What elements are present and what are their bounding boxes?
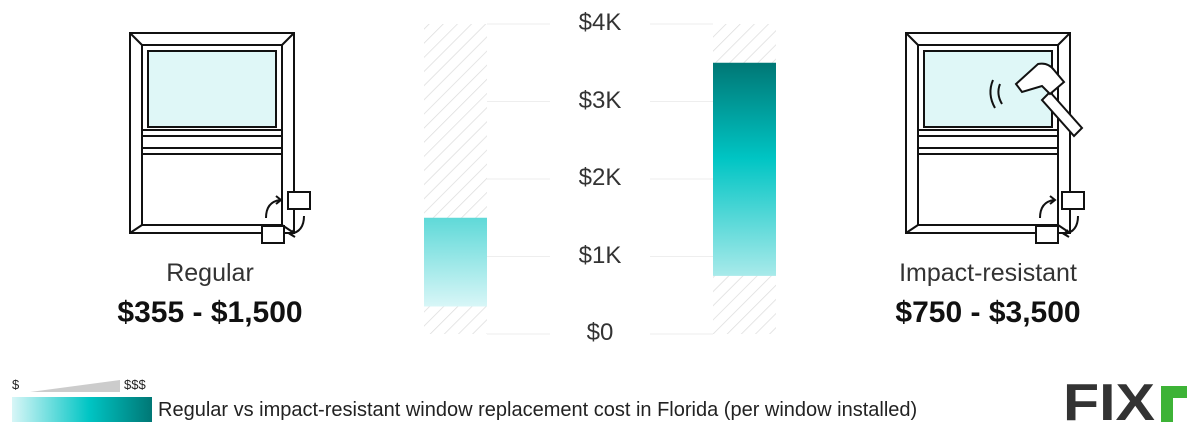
window-hammer-icon <box>905 32 1085 244</box>
legend-wedge <box>30 380 120 392</box>
y-tick-label: $4K <box>550 10 650 36</box>
y-tick-label: $2K <box>550 165 650 191</box>
window-icon <box>129 32 311 244</box>
legend-low: $ <box>12 377 20 392</box>
range-label-impact: $750 - $3,500 <box>895 296 1081 329</box>
bar-impact-resistant <box>713 62 776 276</box>
range-label-regular: $355 - $1,500 <box>117 296 303 329</box>
legend-gradient <box>12 397 152 422</box>
fixr-logo: FIX <box>1063 378 1187 422</box>
legend-high: $$$ <box>124 377 146 392</box>
y-tick-label: $1K <box>550 242 650 269</box>
svg-text:FIX: FIX <box>1063 378 1155 422</box>
y-tick-label: $3K <box>550 87 650 114</box>
chart-caption: Regular vs impact-resistant window repla… <box>158 399 918 421</box>
y-tick-label: $0 <box>550 320 650 346</box>
category-label-regular: Regular <box>166 259 254 287</box>
bar-regular <box>424 217 487 307</box>
category-label-impact: Impact-resistant <box>899 259 1077 287</box>
